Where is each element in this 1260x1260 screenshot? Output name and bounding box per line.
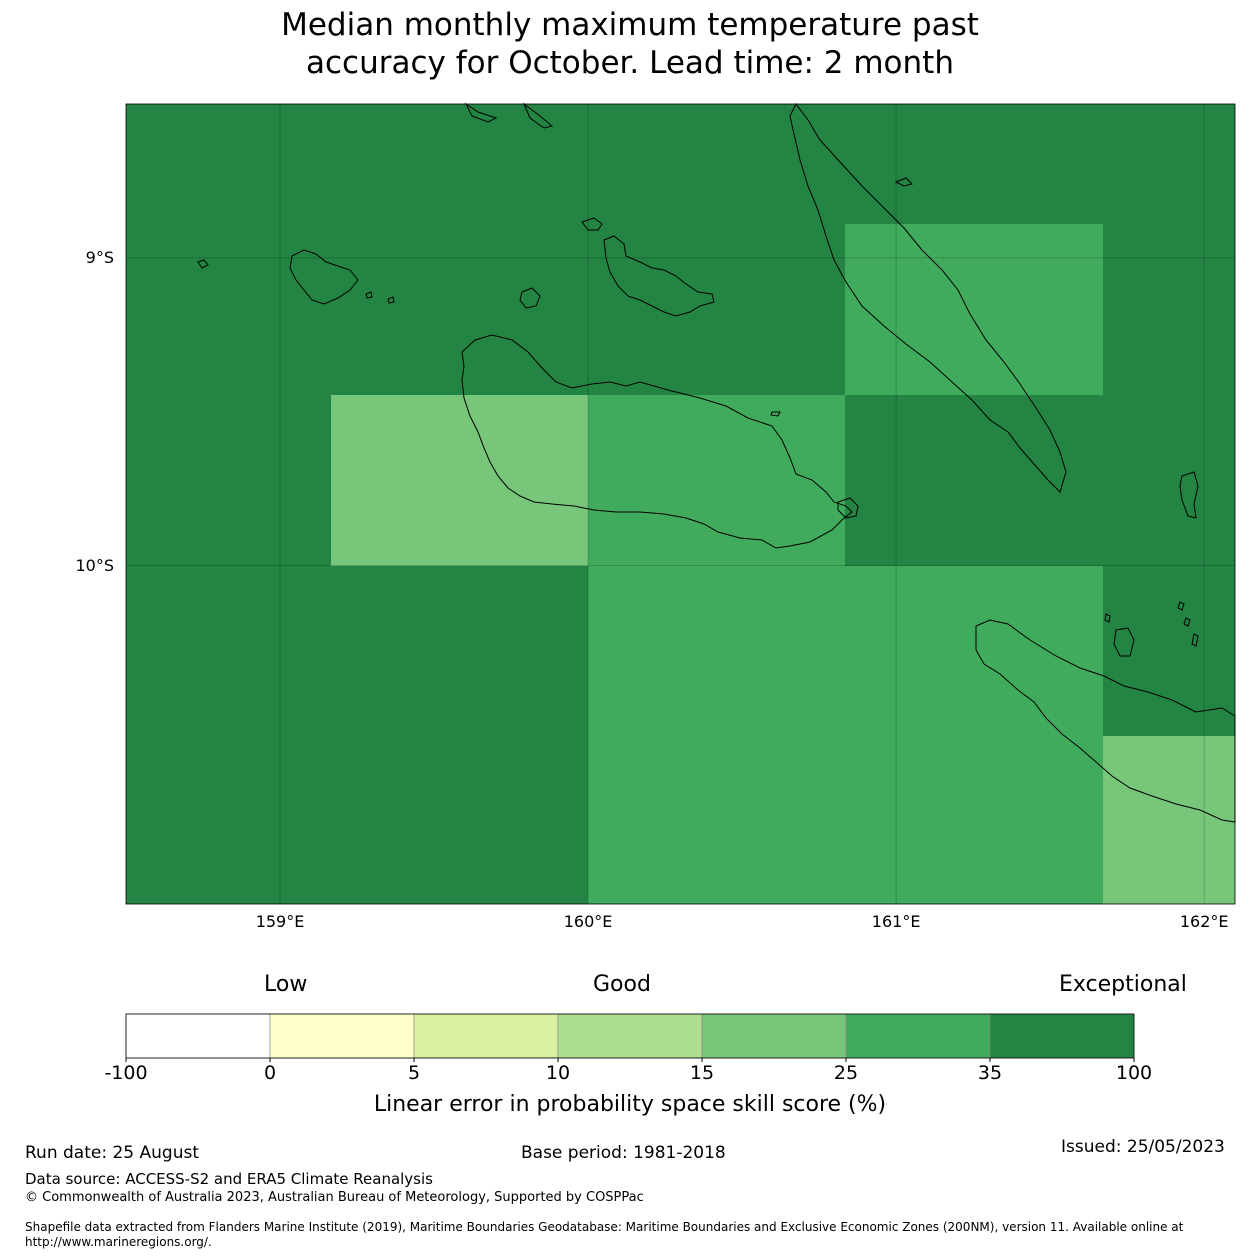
coastline-islet-1: [770, 411, 781, 417]
colorbar-bin-1: [269, 1013, 415, 1059]
category-low-label: Low: [264, 972, 308, 997]
colorbar-bin-0: [125, 1013, 271, 1059]
coastline-islet-7: [894, 177, 913, 187]
grid-cell-r1-c1: [845, 224, 1103, 395]
grid-cell-r3-c1: [588, 566, 1103, 736]
coastline-islet-3: [581, 217, 603, 231]
colorbar-tick-label-4: 15: [689, 1062, 715, 1084]
coastline-islet-5: [387, 296, 395, 304]
coastline-islet-9: [1177, 601, 1185, 611]
grid-cell-r2-c1: [331, 395, 588, 566]
colorbar-tick-label-3: 10: [545, 1062, 571, 1084]
lon-label-0: 159°E: [255, 912, 305, 931]
coastline-islet-8: [1104, 613, 1111, 623]
lat-label-1: 10°S: [75, 555, 114, 575]
map-frame: [125, 103, 1236, 905]
grid-cell-r1-c0: [126, 224, 845, 395]
coastline-malaita: [789, 103, 1067, 493]
lat-label-0: 9°S: [85, 247, 114, 267]
graticule-lines: [126, 104, 1235, 904]
colorbar-bin-4: [701, 1013, 847, 1059]
colorbar-tick-label-1: 0: [263, 1062, 277, 1084]
coastline-makira: [975, 619, 1236, 823]
category-good-label: Good: [593, 972, 651, 997]
run-date: Run date: 25 August: [25, 1143, 199, 1163]
lon-label-1: 160°E: [563, 912, 613, 931]
title-line-2: accuracy for October. Lead time: 2 month: [306, 45, 954, 81]
coastline-islet-6: [365, 291, 373, 299]
coastline-ulawa: [1113, 627, 1135, 657]
shapefile-credit-line-2: http://www.marineregions.org/.: [25, 1235, 212, 1249]
coastline-florida-islands: [603, 235, 715, 317]
colorbar-bin-5: [845, 1013, 991, 1059]
shapefile-credit-line-1: Shapefile data extracted from Flanders M…: [25, 1220, 1184, 1234]
grid-cell-r4-c1: [588, 736, 1103, 904]
title-line-1: Median monthly maximum temperature past: [281, 7, 979, 43]
grid-cell-r3-c0: [126, 566, 588, 736]
grid-cell-r0-c0: [126, 104, 1235, 224]
coastline-islet-10: [1183, 617, 1191, 627]
grid-cell-r2-c0: [126, 395, 331, 566]
lon-label-3: 162°E: [1179, 912, 1229, 931]
colorbar-tick-label-7: 100: [1115, 1062, 1153, 1084]
coastline-russell-islands: [289, 249, 359, 305]
map-title: Median monthly maximum temperature past …: [0, 6, 1260, 82]
coastline-islet-2: [837, 497, 859, 519]
colorbar-tick-label-5: 25: [833, 1062, 859, 1084]
colorbar-bin-6: [989, 1013, 1135, 1059]
coastline-guadalcanal: [461, 334, 853, 549]
coastline-east-islet: [1179, 471, 1199, 519]
issued-date: Issued: 25/05/2023: [1061, 1137, 1225, 1157]
copyright: © Commonwealth of Australia 2023, Austra…: [25, 1190, 644, 1205]
coastline-savo: [519, 287, 541, 309]
lon-label-2: 161°E: [871, 912, 921, 931]
category-exceptional-label: Exceptional: [1059, 972, 1187, 997]
coastlines: [197, 102, 1236, 823]
colorbar-tick-label-6: 35: [977, 1062, 1003, 1084]
data-source: Data source: ACCESS-S2 and ERA5 Climate …: [25, 1170, 433, 1188]
colorbar-tick-label-2: 5: [407, 1062, 421, 1084]
coastline-north-fragment: [464, 102, 498, 123]
base-period: Base period: 1981-2018: [521, 1143, 726, 1163]
skill-grid-cells: [126, 104, 1235, 904]
colorbar: [125, 1013, 1135, 1062]
grid-cell-r4-c2: [1103, 736, 1235, 904]
grid-cell-r1-c2: [1103, 224, 1235, 395]
coastline-north-fragment-2: [522, 102, 554, 129]
grid-cell-r2-c3: [845, 395, 1235, 566]
coastline-islet-4: [197, 259, 209, 269]
grid-cell-r2-c2: [588, 395, 845, 566]
colorbar-title: Linear error in probability space skill …: [373, 1092, 887, 1117]
colorbar-bin-3: [557, 1013, 703, 1059]
colorbar-tick-label-0: -100: [104, 1062, 148, 1084]
colorbar-bin-2: [413, 1013, 559, 1059]
grid-cell-r3-c2: [1103, 566, 1235, 736]
colorbar-frame: [125, 1013, 1135, 1059]
grid-cell-r4-c0: [126, 736, 588, 904]
coastline-islet-11: [1191, 633, 1199, 647]
